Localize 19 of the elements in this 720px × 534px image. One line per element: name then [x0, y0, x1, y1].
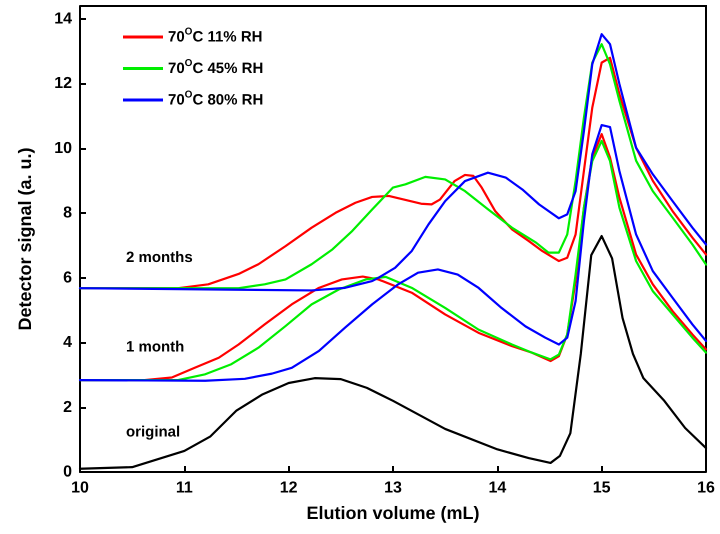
- x-tick-label: 16: [697, 480, 715, 496]
- x-axis-title: Elution volume (mL): [306, 503, 480, 523]
- y-axis-title: Detector signal (a. u.): [15, 147, 35, 331]
- x-tick-label: 15: [592, 480, 611, 496]
- y-tick-label: 0: [63, 464, 72, 480]
- y-tick-label: 4: [63, 334, 72, 352]
- y-tick-label: 6: [63, 269, 72, 286]
- y-tick-label: 2: [63, 398, 72, 416]
- y-tick-label: 10: [54, 140, 72, 157]
- x-tick-label: 14: [488, 480, 506, 496]
- y-tick-label: 12: [54, 75, 72, 92]
- x-tick-label: 11: [176, 480, 193, 496]
- x-tick-label: 13: [384, 480, 402, 496]
- annotation: original: [126, 423, 180, 440]
- y-tick-label: 14: [54, 10, 72, 28]
- x-tick-label: 12: [280, 480, 298, 496]
- annotation: 1 month: [126, 338, 184, 356]
- y-tick-label: 8: [63, 204, 72, 222]
- annotation: 2 months: [126, 249, 193, 266]
